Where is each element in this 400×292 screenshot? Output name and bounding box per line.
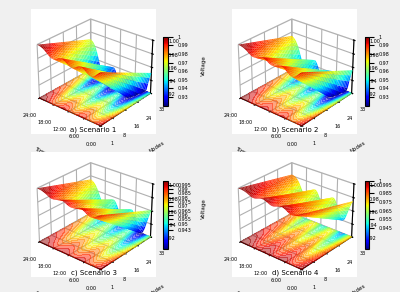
Title: b) Scenario 2: b) Scenario 2 xyxy=(272,126,318,133)
Y-axis label: Nodes: Nodes xyxy=(148,140,165,153)
Title: c) Scenario 3: c) Scenario 3 xyxy=(71,270,117,276)
Y-axis label: Nodes: Nodes xyxy=(349,140,366,153)
Y-axis label: Nodes: Nodes xyxy=(349,284,366,292)
Title: d) Scenario 4: d) Scenario 4 xyxy=(272,270,318,276)
X-axis label: Time/h: Time/h xyxy=(34,146,53,159)
Y-axis label: Nodes: Nodes xyxy=(148,284,165,292)
Title: a) Scenario 1: a) Scenario 1 xyxy=(70,126,117,133)
X-axis label: Time/h: Time/h xyxy=(235,290,254,292)
X-axis label: Time/h: Time/h xyxy=(34,290,53,292)
X-axis label: Time/h: Time/h xyxy=(235,146,254,159)
